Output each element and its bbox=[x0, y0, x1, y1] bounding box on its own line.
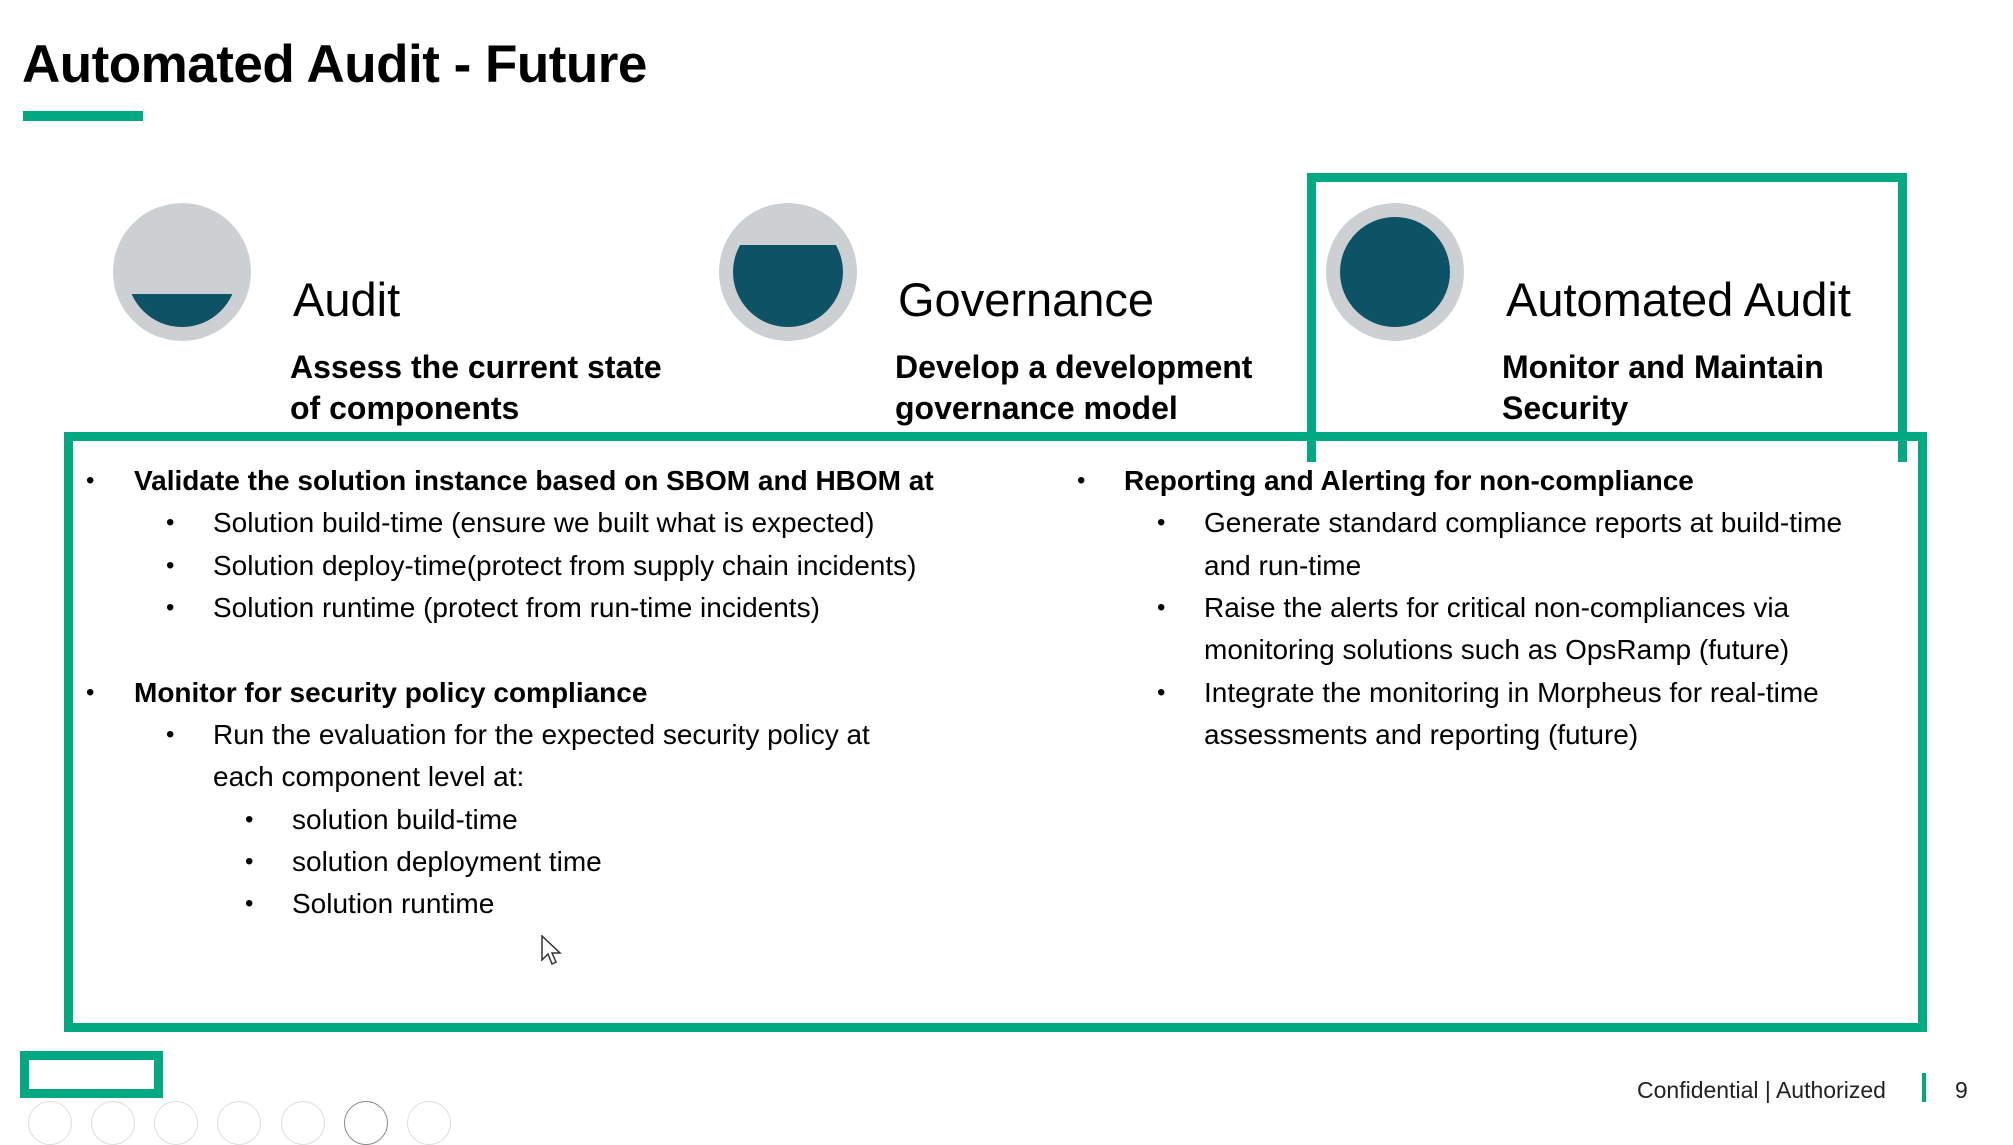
bullet-validate: Validate the solution instance based on … bbox=[134, 465, 934, 496]
subheading-line: Assess the current state bbox=[290, 349, 662, 385]
list-item-continuation: and run-time bbox=[1204, 550, 1362, 581]
bullet-icon: • bbox=[166, 594, 175, 621]
toolbar-button[interactable] bbox=[154, 1101, 198, 1145]
bullet-icon: • bbox=[86, 467, 95, 494]
bullet-icon: • bbox=[245, 848, 254, 875]
list-item: Integrate the monitoring in Morpheus for… bbox=[1204, 677, 1819, 708]
list-item-continuation: each component level at: bbox=[213, 761, 525, 792]
subheading-line: of components bbox=[290, 390, 520, 426]
highlight-frame bbox=[1307, 173, 1907, 462]
toolbar-button[interactable] bbox=[28, 1101, 72, 1145]
stage-heading-governance: Governance bbox=[898, 273, 1155, 326]
toolbar-button[interactable] bbox=[217, 1101, 261, 1145]
list-item: solution deployment time bbox=[292, 846, 602, 877]
stage-heading-audit: Audit bbox=[293, 273, 401, 326]
subheading-line: governance model bbox=[895, 390, 1178, 426]
bullet-icon: • bbox=[166, 552, 175, 579]
page-number: 9 bbox=[1955, 1077, 1968, 1103]
bullet-icon: • bbox=[166, 721, 175, 748]
toolbar-button[interactable] bbox=[281, 1101, 325, 1145]
subheading-line: Monitor and Maintain bbox=[1502, 349, 1824, 385]
bullet-icon: • bbox=[245, 806, 254, 833]
bullet-icon: • bbox=[1157, 594, 1166, 621]
list-item: Solution runtime bbox=[292, 888, 495, 919]
list-item: Solution runtime (protect from run-time … bbox=[213, 592, 820, 623]
mouse-cursor-icon bbox=[541, 935, 562, 966]
bullet-monitor: Monitor for security policy compliance bbox=[134, 677, 648, 708]
stage-subheading-automated-audit: Monitor and Maintain Security bbox=[1502, 347, 1824, 429]
list-item: Generate standard compliance reports at … bbox=[1204, 507, 1843, 538]
list-item: Run the evaluation for the expected secu… bbox=[213, 719, 870, 750]
subheading-line: Develop a development bbox=[895, 349, 1253, 385]
content-frame bbox=[64, 432, 1927, 1032]
list-item: Solution build-time (ensure we built wha… bbox=[213, 507, 875, 538]
slide-title: Automated Audit - Future bbox=[22, 35, 647, 94]
bullet-icon: • bbox=[86, 679, 95, 706]
list-item-continuation: monitoring solutions such as OpsRamp (fu… bbox=[1204, 634, 1790, 665]
toolbar-button[interactable] bbox=[407, 1101, 451, 1145]
hpe-logo-icon bbox=[20, 1051, 163, 1098]
bullet-reporting: Reporting and Alerting for non-complianc… bbox=[1124, 465, 1694, 496]
bullet-icon: • bbox=[1157, 679, 1166, 706]
progress-circle-automated-audit-icon bbox=[1326, 203, 1464, 341]
bullet-icon: • bbox=[245, 890, 254, 917]
list-item: Raise the alerts for critical non-compli… bbox=[1204, 592, 1790, 623]
bullet-icon: • bbox=[166, 509, 175, 536]
progress-circle-audit-icon bbox=[113, 203, 251, 341]
toolbar-button[interactable] bbox=[91, 1101, 135, 1145]
title-underline bbox=[23, 111, 143, 121]
list-item: Solution deploy-time(protect from supply… bbox=[213, 550, 917, 581]
footer-divider bbox=[1922, 1073, 1926, 1102]
bullet-icon: • bbox=[1157, 509, 1166, 536]
stage-subheading-audit: Assess the current state of components bbox=[290, 347, 662, 429]
stage-heading-automated-audit: Automated Audit bbox=[1506, 273, 1851, 326]
progress-circle-governance-icon bbox=[719, 203, 857, 341]
subheading-line: Security bbox=[1502, 390, 1629, 426]
stage-subheading-governance: Develop a development governance model bbox=[895, 347, 1252, 429]
footer-classification: Confidential | Authorized bbox=[1637, 1077, 1886, 1103]
bullet-icon: • bbox=[1077, 467, 1086, 494]
list-item-continuation: assessments and reporting (future) bbox=[1204, 719, 1639, 750]
toolbar-button[interactable] bbox=[344, 1101, 388, 1145]
list-item: solution build-time bbox=[292, 804, 518, 835]
